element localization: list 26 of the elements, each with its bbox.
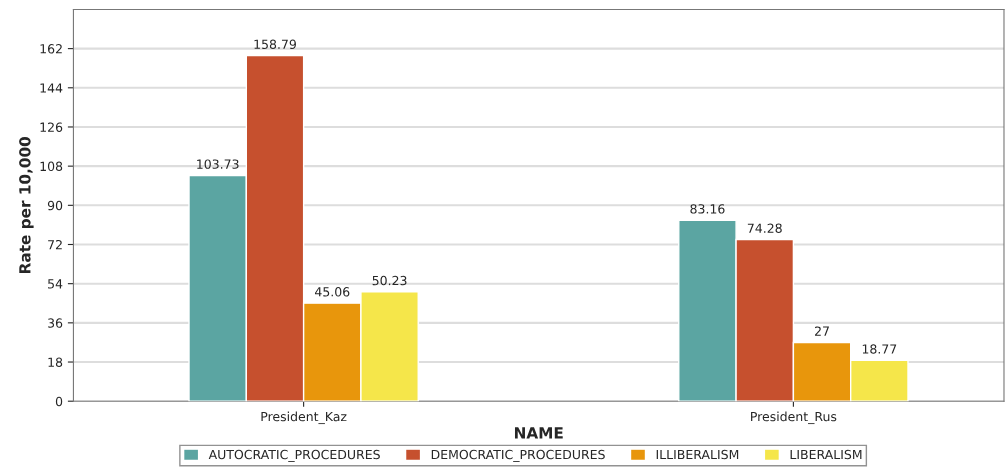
data-label: 18.77	[862, 344, 897, 354]
data-label: 158.79	[254, 39, 296, 50]
data-label: 74.28	[747, 223, 782, 233]
y-tick-label: 108	[40, 161, 63, 172]
y-tick-label: 126	[40, 122, 63, 132]
y-tick-label: 90	[47, 200, 63, 211]
y-tick-label: 162	[40, 44, 62, 54]
y-tick-label: 18	[48, 357, 63, 367]
y-tick-label: 0	[55, 396, 63, 407]
y-tick-label: 72	[48, 239, 62, 250]
y-tick-label: 144	[40, 83, 63, 93]
legend-label: AUTOCRATIC_PROCEDURES	[208, 449, 380, 462]
data-label: 45.06	[315, 287, 350, 297]
legend-label: LIBERALISM	[790, 449, 862, 460]
data-label: 83.16	[690, 204, 725, 214]
data-label: 50.23	[372, 275, 407, 286]
legend-label: DEMOCRATIC_PROCEDURES	[431, 449, 605, 462]
y-tick-label: 36	[48, 318, 63, 328]
y-axis-title: Rate per 10,000	[19, 136, 34, 273]
x-tick-label: President_Kaz	[261, 411, 347, 425]
y-tick-label: 54	[48, 279, 63, 289]
legend-label: ILLIBERALISM	[656, 449, 739, 460]
data-label: 27	[815, 326, 829, 336]
x-tick-label: President_Rus	[751, 411, 837, 425]
x-axis-title: NAME	[514, 427, 563, 439]
data-label: 103.73	[197, 159, 239, 169]
